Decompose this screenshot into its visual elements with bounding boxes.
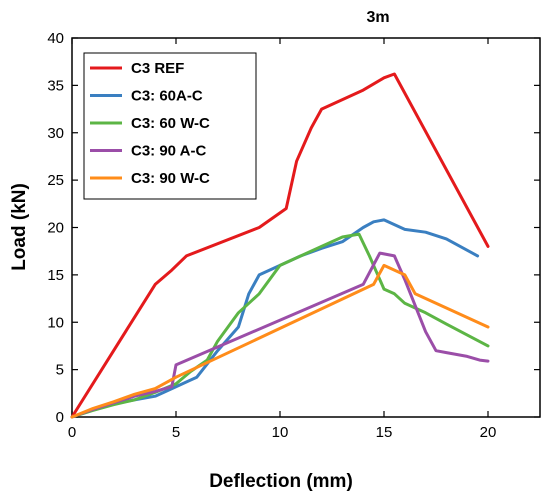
series-line-1 — [70, 72, 490, 419]
y-tick-label: 25 — [47, 172, 64, 189]
x-tick-label: 10 — [272, 424, 289, 441]
series-line-4 — [70, 251, 490, 419]
legend-label-5: C3: 90 W-C — [131, 170, 210, 187]
legend-label-2: C3: 60A-C — [131, 88, 203, 105]
series-layer — [70, 72, 490, 419]
x-tick-label: 0 — [68, 424, 76, 441]
legend-label-4: C3: 90 A-C — [131, 143, 206, 160]
y-tick-label: 30 — [47, 125, 64, 142]
y-tick-label: 10 — [47, 314, 64, 331]
x-axis-title: Deflection (mm) — [209, 471, 353, 492]
x-tick-label: 15 — [376, 424, 393, 441]
series-line-2 — [70, 218, 480, 419]
legend: C3 REF C3: 60A-C C3: 60 W-C C3: 90 A-C C3: 9… — [83, 52, 257, 200]
series-line-5 — [70, 263, 490, 419]
legend-label-3: C3: 60 W-C — [131, 115, 210, 132]
legend-label-1: C3 REF — [131, 60, 184, 77]
series-line-3 — [70, 232, 490, 419]
x-tick-label: 20 — [480, 424, 497, 441]
x-tick-label: 5 — [172, 424, 180, 441]
y-tick-label: 0 — [56, 409, 64, 426]
y-tick-label: 40 — [47, 30, 64, 47]
y-tick-label: 5 — [56, 362, 64, 379]
legend-frame — [83, 52, 257, 200]
y-tick-label: 20 — [47, 220, 64, 237]
plot-area: 0 5 10 15 20 0 5 10 15 20 25 30 35 40 — [47, 30, 541, 441]
y-tick-label: 35 — [47, 77, 64, 94]
chart-title: 3m — [366, 9, 389, 26]
y-tick-label: 15 — [47, 267, 64, 284]
y-axis-title: Load (kN) — [9, 183, 30, 271]
